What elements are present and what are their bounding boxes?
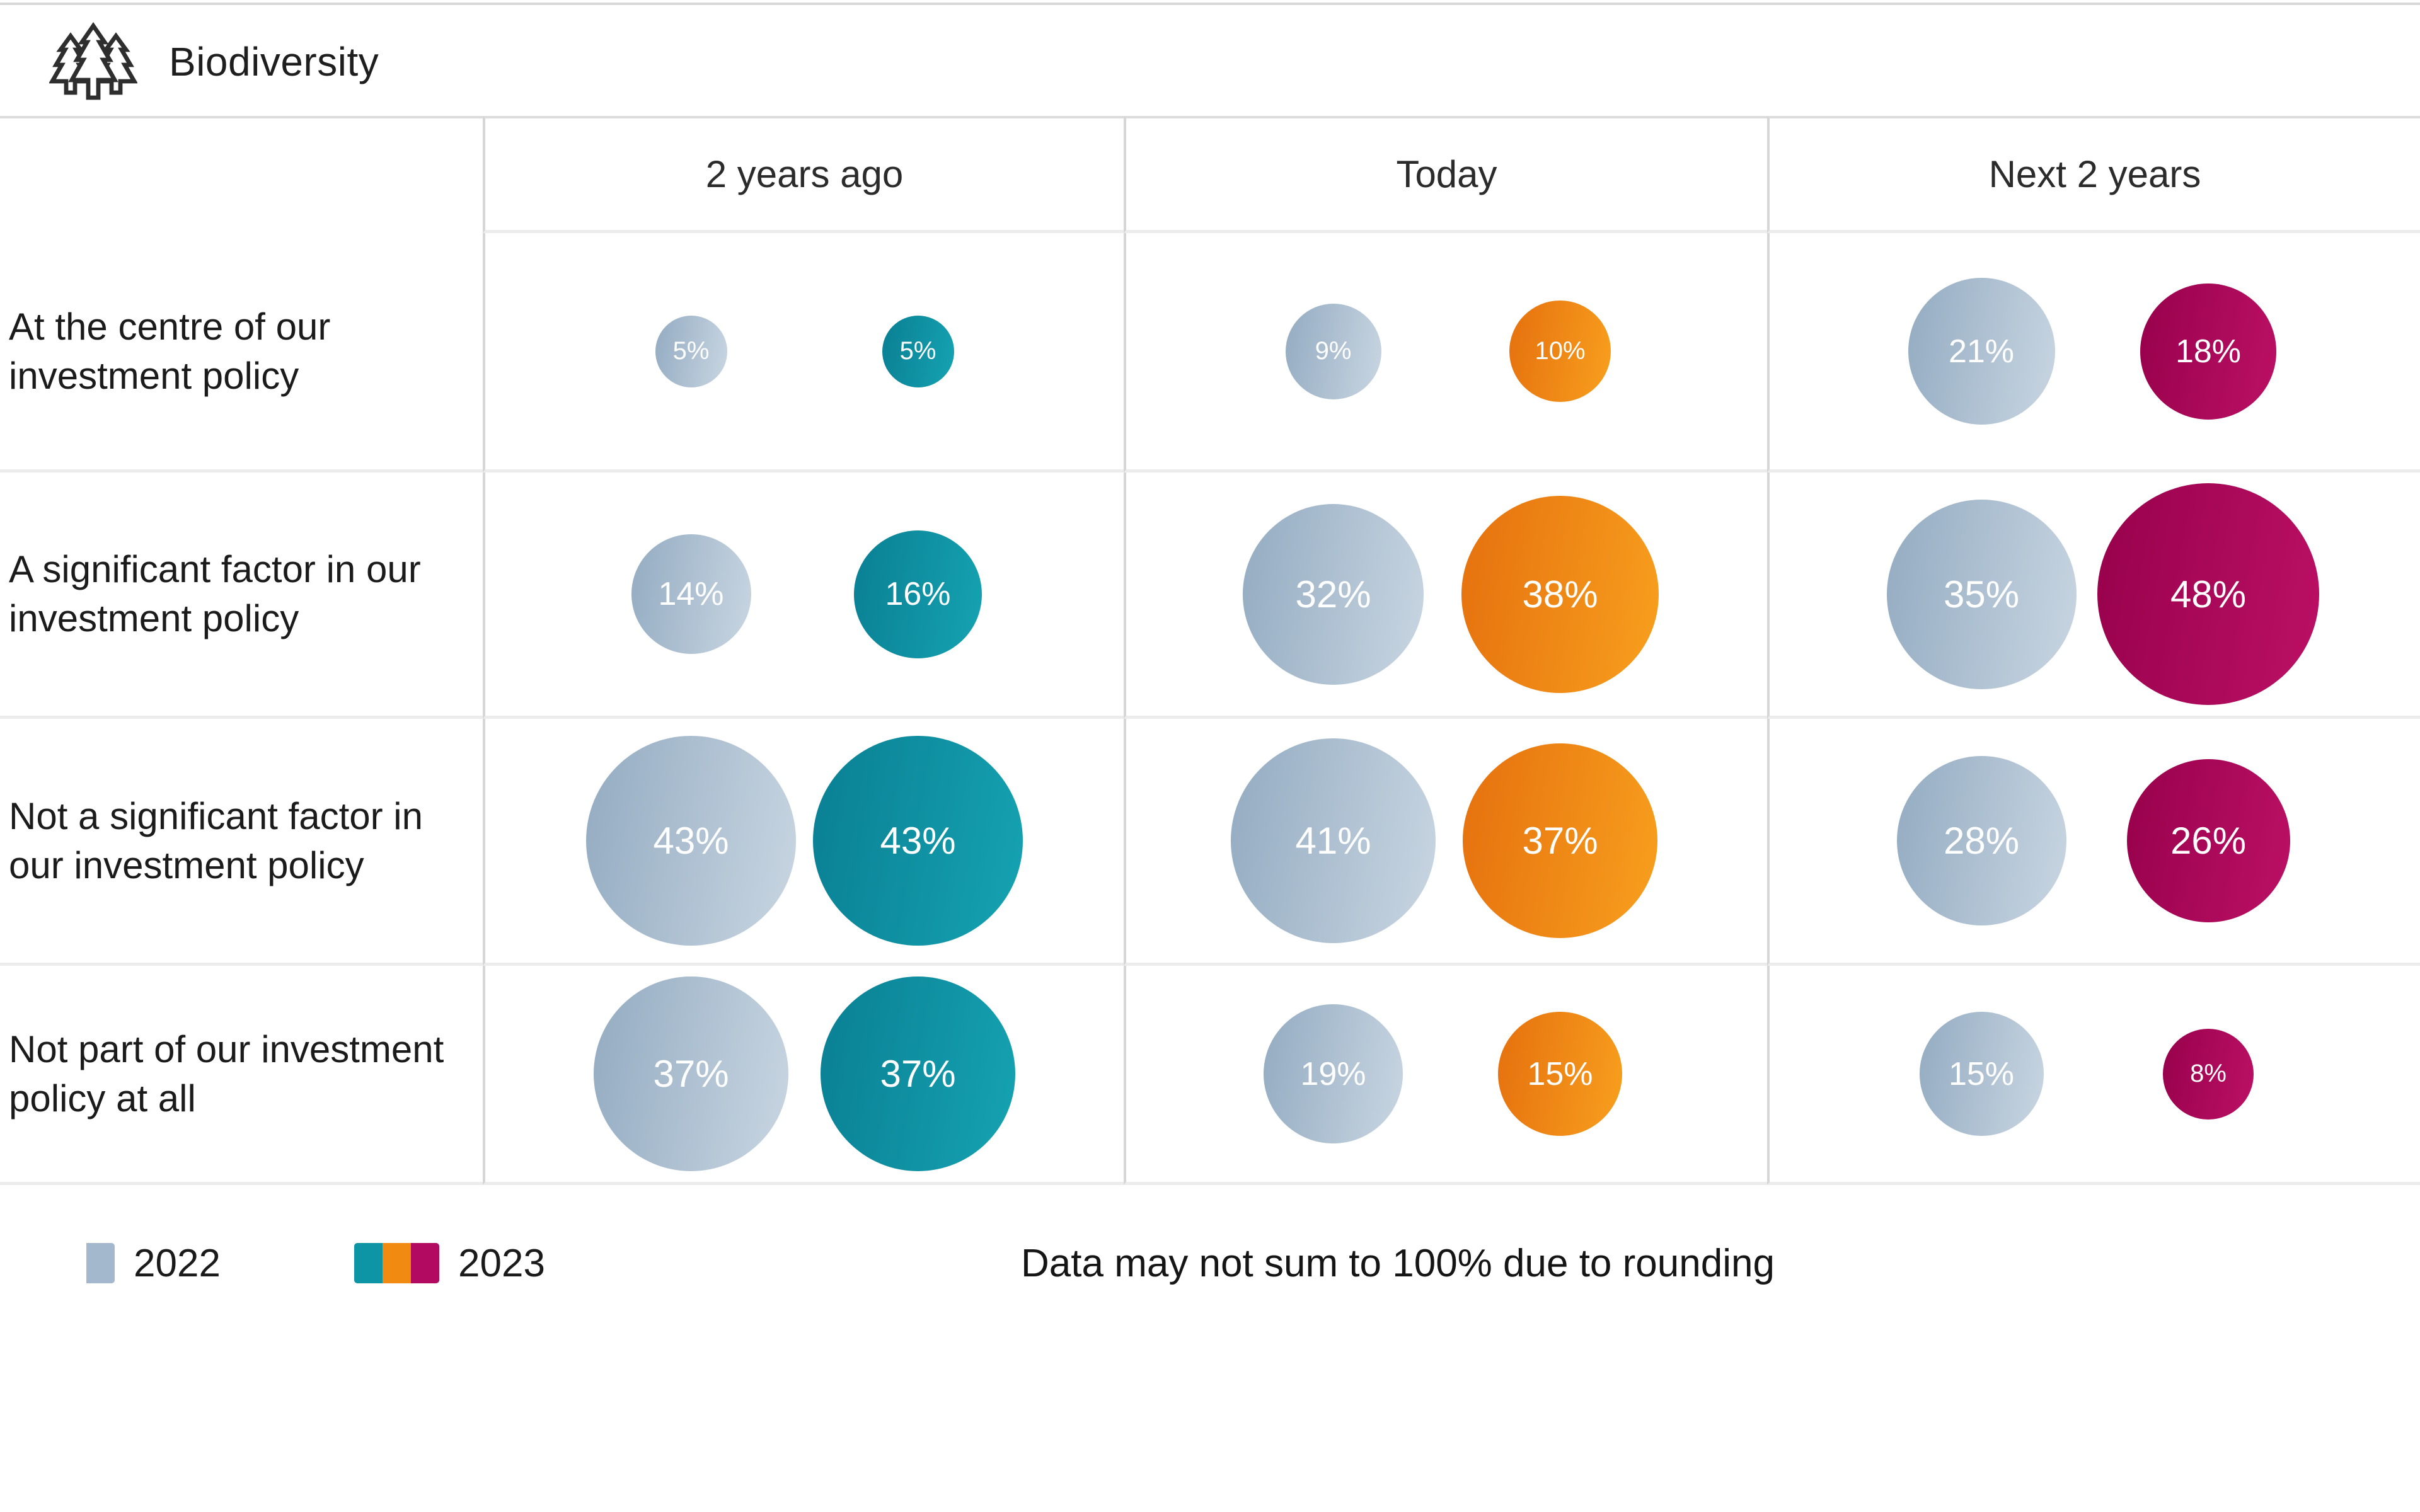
legend-label-2022: 2022 (134, 1241, 221, 1285)
legend-color-swatch (411, 1243, 439, 1283)
bubble-cell: 41% 37% (1124, 719, 1767, 966)
bubble-slot-2023: 43% (813, 719, 1023, 963)
rounding-note: Data may not sum to 100% due to rounding (1021, 1241, 1775, 1285)
bubble-cell: 28% 26% (1767, 719, 2420, 966)
legend-item-2023: 2023 (354, 1219, 545, 1307)
bubble-2023-r0-c1: 10% (1509, 301, 1611, 402)
legend-color-swatch (383, 1243, 411, 1283)
bubble-slot-2023: 18% (2104, 233, 2312, 469)
bubble-cell: 21% 18% (1767, 233, 2420, 472)
bubble-slot-2022: 37% (587, 966, 795, 1182)
bubble-2022-r3-c0: 37% (594, 976, 788, 1171)
bubble-slot-2022: 28% (1877, 719, 2085, 963)
bubble-slot-2023: 37% (814, 966, 1022, 1182)
bubble-2022-r3-c2: 15% (1919, 1012, 2044, 1136)
legend-item-2022: 2022 (86, 1219, 221, 1307)
bubble-slot-2022: 43% (586, 719, 796, 963)
bubble-slot-2023: 16% (814, 472, 1022, 716)
pine-trees-icon (49, 22, 137, 100)
bubble-slot-2022: 32% (1230, 472, 1438, 716)
bubble-cell: 15% 8% (1767, 966, 2420, 1185)
bubble-slot-2022: 14% (587, 472, 795, 716)
bubble-slot-2023: 15% (1456, 966, 1664, 1182)
chart-header: Biodiversity (0, 8, 2420, 116)
column-header-2-years-ago: 2 years ago (483, 116, 1124, 233)
bubble-slot-2022: 19% (1230, 966, 1438, 1182)
bubble-cell: 32% 38% (1124, 472, 1767, 719)
bubble-2022-r2-c2: 28% (1896, 756, 2066, 925)
bubble-cell: 14% 16% (483, 472, 1124, 719)
legend-and-note: 2022 2023 Data may not sum to 100% due t… (0, 1219, 2420, 1307)
row-label-not-significant-factor: Not a significant factor in our investme… (0, 719, 483, 966)
bubble-2023-r1-c2: 48% (2097, 483, 2319, 705)
bubble-2022-r3-c1: 19% (1264, 1004, 1403, 1143)
bubble-2023-r2-c2: 26% (2126, 759, 2290, 922)
bubble-slot-2023: 26% (2104, 719, 2312, 963)
bubble-2022-r2-c1: 41% (1231, 738, 1436, 943)
bubble-2023-r0-c2: 18% (2140, 283, 2276, 420)
bubble-cell: 35% 48% (1767, 472, 2420, 719)
legend-color-swatch (86, 1243, 115, 1283)
bubble-2023-r3-c2: 8% (2163, 1028, 2254, 1120)
bubble-slot-2023: 38% (1456, 472, 1664, 716)
bubble-2023-r3-c0: 37% (821, 976, 1015, 1171)
bubble-2023-r2-c0: 43% (813, 736, 1023, 946)
bubble-2022-r0-c1: 9% (1285, 303, 1381, 399)
row-label-not-part-at-all: Not part of our investment policy at all (0, 966, 483, 1185)
legend-swatch-2022 (86, 1243, 115, 1283)
top-divider (0, 3, 2420, 5)
bubble-cell: 37% 37% (483, 966, 1124, 1185)
chart-title: Biodiversity (169, 39, 379, 84)
bubble-2022-r1-c0: 14% (631, 534, 751, 654)
bubble-slot-2023: 5% (814, 233, 1022, 469)
bubble-slot-2023: 37% (1456, 719, 1664, 963)
row-label-significant-factor: A significant factor in our investment p… (0, 472, 483, 719)
bubble-2023-r1-c0: 16% (854, 530, 982, 658)
bubble-2022-r1-c1: 32% (1243, 503, 1424, 685)
bubble-slot-2022: 21% (1877, 233, 2085, 469)
bubble-2022-r2-c0: 43% (586, 736, 796, 946)
bubble-cell: 9% 10% (1124, 233, 1767, 472)
bubble-matrix-grid: 2 years ago Today Next 2 years At the ce… (0, 116, 2420, 1185)
bubble-2022-r0-c0: 5% (655, 315, 727, 387)
bubble-slot-2022: 35% (1877, 472, 2085, 716)
bubble-slot-2022: 41% (1230, 719, 1438, 963)
bubble-slot-2022: 15% (1877, 966, 2085, 1182)
bubble-slot-2023: 10% (1456, 233, 1664, 469)
bubble-slot-2023: 48% (2097, 472, 2319, 716)
bubble-slot-2022: 9% (1230, 233, 1438, 469)
bubble-2022-r0-c2: 21% (1908, 278, 2055, 425)
bubble-slot-2022: 5% (587, 233, 795, 469)
bubble-2023-r1-c1: 38% (1461, 495, 1659, 693)
legend-swatch-2023 (354, 1243, 439, 1283)
column-header-today: Today (1124, 116, 1767, 233)
bubble-2023-r3-c1: 15% (1498, 1012, 1622, 1136)
legend-color-swatch (354, 1243, 383, 1283)
bubble-2022-r1-c2: 35% (1886, 499, 2077, 689)
row-label-centre-of-policy: At the centre of our investment policy (0, 233, 483, 472)
bubble-cell: 19% 15% (1124, 966, 1767, 1185)
corner-cell (0, 116, 483, 233)
bubble-2023-r2-c1: 37% (1463, 743, 1657, 938)
column-header-next-2-years: Next 2 years (1767, 116, 2420, 233)
bubble-cell: 43% 43% (483, 719, 1124, 966)
legend-label-2023: 2023 (458, 1241, 545, 1285)
bubble-slot-2023: 8% (2104, 966, 2312, 1182)
bubble-cell: 5% 5% (483, 233, 1124, 472)
bubble-2023-r0-c0: 5% (882, 315, 954, 387)
